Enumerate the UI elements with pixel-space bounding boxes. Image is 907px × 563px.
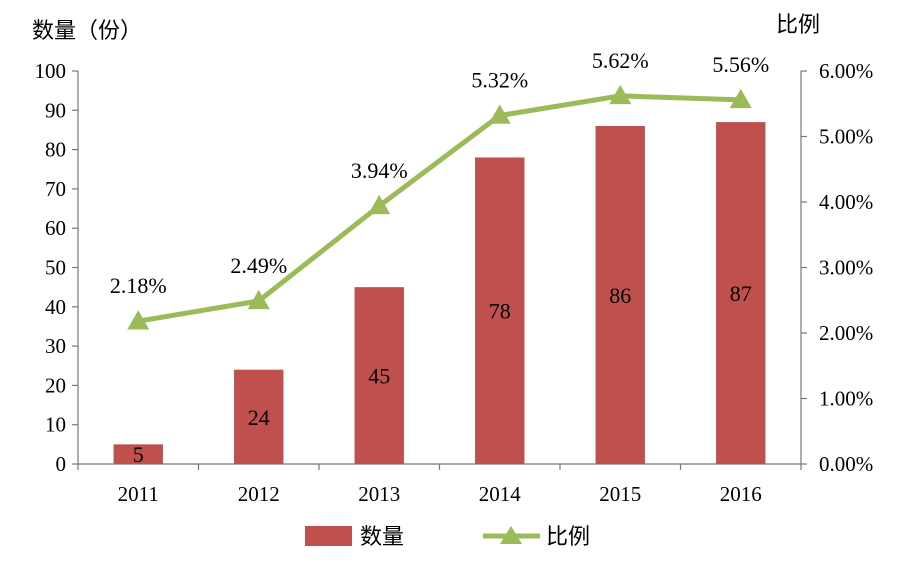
legend: 数量 比例 <box>305 525 590 550</box>
bar <box>475 157 525 464</box>
x-tick-label: 2011 <box>118 482 159 506</box>
right-tick-label: 0.00% <box>819 452 873 476</box>
legend-swatch-bar <box>305 526 352 546</box>
bar-value-label: 45 <box>368 364 390 389</box>
right-tick-label: 4.00% <box>819 190 873 214</box>
ratio-point <box>609 84 632 105</box>
bar-value-label: 86 <box>609 283 631 308</box>
x-tick-label: 2012 <box>238 482 280 506</box>
left-axis: 0 10 20 30 40 50 60 70 80 90 100 <box>35 59 79 476</box>
ratio-value-label: 5.32% <box>471 68 528 93</box>
left-tick-label: 30 <box>45 334 66 358</box>
ratio-line <box>137 93 741 324</box>
bar-value-label: 24 <box>248 405 270 430</box>
bar <box>354 287 404 464</box>
bar-series: 5 24 45 78 86 87 <box>113 122 766 467</box>
right-tick-label: 2.00% <box>819 321 873 345</box>
left-tick-label: 90 <box>45 98 66 122</box>
bar <box>234 369 284 464</box>
x-axis: 2011 2012 2013 2014 2015 2016 <box>77 463 802 506</box>
ratio-point <box>729 88 752 109</box>
bar <box>595 126 645 465</box>
right-tick-label: 3.00% <box>819 256 873 280</box>
right-tick-label: 6.00% <box>819 59 873 83</box>
left-tick-label: 10 <box>45 413 66 437</box>
bar-value-label: 5 <box>133 442 144 467</box>
ratio-point <box>368 194 391 215</box>
ratio-point <box>488 104 511 124</box>
left-tick-label: 70 <box>45 177 66 201</box>
left-tick-label: 20 <box>45 373 66 397</box>
bar <box>716 122 766 464</box>
right-axis-title: 比例 <box>776 13 820 38</box>
left-axis-title: 数量（份） <box>32 19 142 44</box>
right-axis: 0.00% 1.00% 2.00% 3.00% 4.00% 5.00% 6.00% <box>800 59 873 476</box>
left-tick-label: 40 <box>45 295 66 319</box>
legend-label-ratio: 比例 <box>546 525 590 550</box>
bar-value-label: 87 <box>730 281 752 306</box>
left-tick-label: 60 <box>45 216 66 240</box>
ratio-point <box>127 310 150 330</box>
right-tick-label: 5.00% <box>819 125 873 149</box>
bar <box>113 444 163 464</box>
right-tick-label: 1.00% <box>819 387 873 411</box>
left-tick-label: 0 <box>56 452 67 476</box>
bar-value-label: 78 <box>489 299 511 324</box>
x-tick-label: 2016 <box>720 482 762 506</box>
x-tick-label: 2013 <box>358 482 400 506</box>
x-tick-label: 2015 <box>599 482 641 506</box>
ratio-point <box>247 289 270 310</box>
legend-label-bar: 数量 <box>360 525 404 550</box>
left-tick-label: 100 <box>35 59 67 83</box>
ratio-value-label: 5.62% <box>592 48 649 73</box>
ratio-value-label: 5.56% <box>712 52 769 77</box>
left-tick-label: 80 <box>45 138 66 162</box>
ratio-value-label: 3.94% <box>351 158 408 183</box>
left-tick-label: 50 <box>45 256 66 280</box>
line-series: 2.18% 2.49% 3.94% 5.32% 5.62% 5.56% <box>110 48 769 330</box>
ratio-value-label: 2.49% <box>230 253 287 278</box>
ratio-value-label: 2.18% <box>110 273 167 298</box>
x-tick-label: 2014 <box>479 482 522 506</box>
legend-marker-ratio <box>500 526 522 544</box>
